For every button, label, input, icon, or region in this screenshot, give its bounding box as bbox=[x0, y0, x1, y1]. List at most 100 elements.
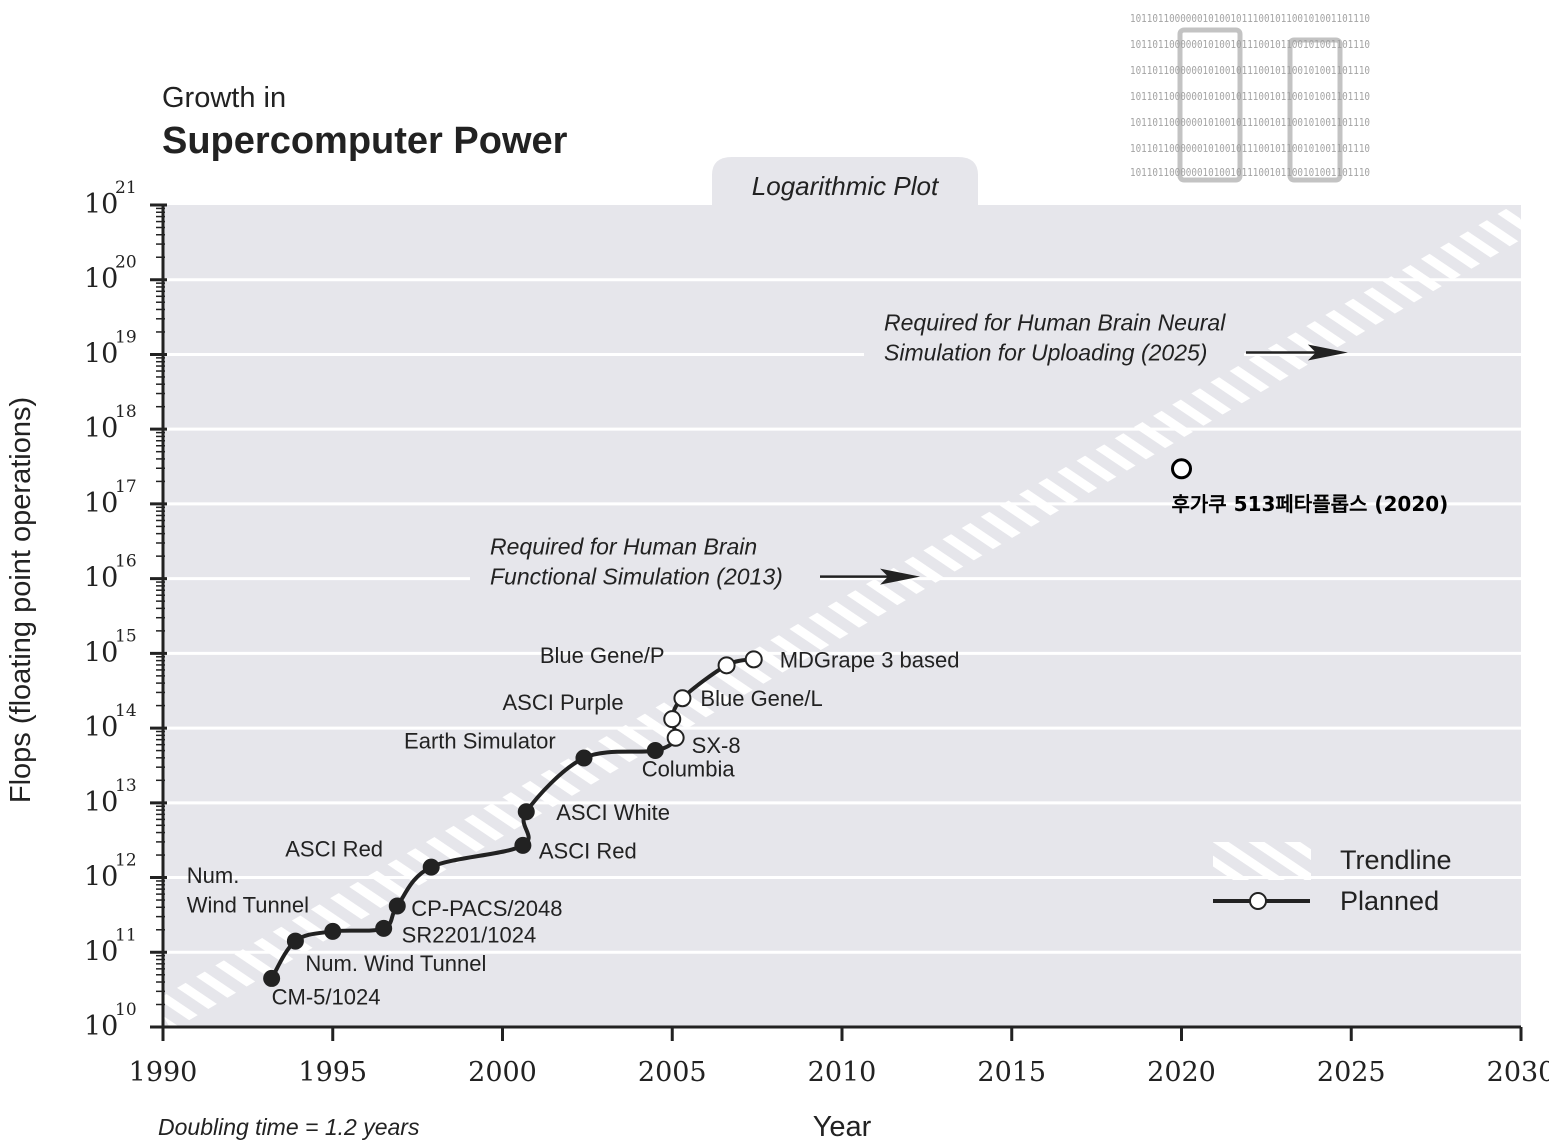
logo-text-7: 1011011000000101001011100101100101001101… bbox=[1130, 166, 1370, 179]
planned-point bbox=[717, 656, 736, 675]
plot-tab-label: Logarithmic Plot bbox=[752, 171, 940, 201]
x-axis-title: Year bbox=[813, 1111, 872, 1143]
logo-text-4: 1011011000000101001011100101100101001101… bbox=[1130, 90, 1370, 103]
annotation-mask bbox=[864, 350, 1244, 359]
annotations: Required for Human Brain Functional Simul… bbox=[470, 309, 1348, 590]
title-line-2: Supercomputer Power bbox=[162, 120, 568, 162]
point-label: Columbia bbox=[642, 757, 736, 782]
x-tick-label-2005: 2005 bbox=[638, 1057, 707, 1088]
point-label: Earth Simulator bbox=[404, 728, 556, 753]
doubling-time-note: Doubling time = 1.2 years bbox=[158, 1114, 420, 1140]
y-tick-label-exponent: 13 bbox=[115, 776, 137, 796]
y-tick-label-exponent: 18 bbox=[115, 402, 137, 422]
x-tick-label-2010: 2010 bbox=[808, 1057, 877, 1088]
x-tick-label-2020: 2020 bbox=[1147, 1057, 1216, 1088]
x-tick-label-1995: 1995 bbox=[298, 1057, 367, 1088]
data-point bbox=[375, 919, 393, 937]
annotation-mask bbox=[470, 574, 820, 583]
y-tick-label-exponent: 15 bbox=[115, 626, 137, 646]
data-points bbox=[263, 650, 763, 987]
data-labels: CM-5/1024 Num. Wind Tunnel SR2201/1024CP-P… bbox=[187, 643, 960, 1009]
point-label: Num. Wind Tunnel bbox=[305, 951, 486, 976]
point-label: CP-PACS/2048 bbox=[411, 896, 562, 921]
planned-point bbox=[673, 689, 692, 708]
data-point bbox=[422, 858, 440, 876]
annotation-line-1: Required for Human Brain bbox=[490, 534, 757, 560]
y-tick-label-exponent: 20 bbox=[115, 253, 137, 273]
x-tick-label-2025: 2025 bbox=[1317, 1057, 1386, 1088]
binary-digits-logo: 1011011000000101001011100101100101001101… bbox=[1130, 12, 1370, 183]
annotation-arrow-head bbox=[1307, 344, 1348, 361]
fugaku-marker bbox=[1171, 458, 1192, 480]
y-tick-label-base: 10 bbox=[84, 413, 118, 444]
y-tick-label-base: 10 bbox=[84, 712, 118, 743]
y-tick-label-base: 10 bbox=[84, 264, 118, 295]
data-point bbox=[388, 897, 406, 915]
fugaku-label: 후가쿠 513페타플롭스 (2020) bbox=[1172, 492, 1449, 516]
y-axis-title: Flops (floating point operations) bbox=[5, 397, 37, 803]
data-point bbox=[646, 742, 664, 760]
data-point bbox=[286, 932, 304, 950]
y-tick-label-exponent: 12 bbox=[115, 851, 137, 871]
point-label: MDGrape 3 based bbox=[780, 647, 960, 672]
annotation-line-1: Required for Human Brain Neural bbox=[884, 309, 1226, 335]
legend-trendline-label: Trendline bbox=[1340, 845, 1452, 875]
y-tick-label-base: 10 bbox=[84, 1011, 118, 1042]
legend-planned-marker bbox=[1249, 892, 1267, 910]
y-tick-label-base: 10 bbox=[84, 488, 118, 519]
y-tick-label-exponent: 21 bbox=[115, 178, 137, 198]
point-label: ASCI Red bbox=[285, 837, 383, 862]
x-tick-label-1990: 1990 bbox=[129, 1057, 198, 1088]
y-tick-label-base: 10 bbox=[84, 637, 118, 668]
point-label: ASCI Red bbox=[539, 838, 637, 863]
title-line-1: Growth in bbox=[162, 82, 286, 114]
x-tick-label-2030: 2030 bbox=[1487, 1057, 1549, 1088]
point-label: SX-8 bbox=[692, 733, 741, 758]
logo-text-3: 1011011000000101001011100101100101001101… bbox=[1130, 64, 1370, 77]
annotation-line-2: Functional Simulation (2013) bbox=[490, 564, 783, 590]
point-label: Blue Gene/L bbox=[700, 686, 822, 711]
x-tick-label-2015: 2015 bbox=[977, 1057, 1046, 1088]
legend: Trendline Planned bbox=[1213, 842, 1452, 916]
y-tick-label-base: 10 bbox=[84, 189, 118, 220]
data-point bbox=[263, 969, 281, 987]
data-point bbox=[575, 749, 593, 767]
planned-point bbox=[666, 728, 685, 747]
point-label: SR2201/1024 bbox=[402, 922, 537, 947]
point-label: Wind Tunnel bbox=[187, 893, 309, 918]
y-tick-label-exponent: 19 bbox=[115, 327, 137, 347]
y-tick-label-base: 10 bbox=[84, 936, 118, 967]
logo-text-5: 1011011000000101001011100101100101001101… bbox=[1130, 116, 1370, 129]
x-tick-label-2000: 2000 bbox=[468, 1057, 537, 1088]
y-tick-label-exponent: 11 bbox=[115, 925, 137, 945]
data-point bbox=[514, 836, 532, 854]
legend-planned-label: Planned bbox=[1340, 886, 1439, 916]
y-tick-label-exponent: 14 bbox=[115, 701, 137, 721]
planned-point bbox=[663, 710, 682, 729]
point-label: CM-5/1024 bbox=[272, 984, 381, 1009]
y-tick-label-exponent: 16 bbox=[115, 552, 137, 572]
y-tick-label-base: 10 bbox=[84, 338, 118, 369]
y-tick-label-exponent: 17 bbox=[115, 477, 137, 497]
legend-trend-swatch bbox=[1213, 842, 1311, 880]
point-label: Num. bbox=[187, 863, 240, 888]
data-point bbox=[517, 803, 535, 821]
point-label: ASCI Purple bbox=[503, 690, 624, 715]
annotation-arrow-head bbox=[880, 568, 921, 585]
y-tick-label-base: 10 bbox=[84, 787, 118, 818]
y-tick-label-exponent: 10 bbox=[115, 1000, 137, 1020]
annotation-line-2: Simulation for Uploading (2025) bbox=[884, 339, 1207, 365]
planned-point bbox=[744, 650, 763, 669]
x-axis-ticks: 1990 1995 2000 2005 2010 2015 2020 2025 2030 bbox=[129, 1027, 1549, 1088]
logo-text-1: 1011011000000101001011100101100101001101… bbox=[1130, 12, 1370, 25]
point-label: ASCI White bbox=[556, 800, 670, 825]
logo-text-2: 1011011000000101001011100101100101001101… bbox=[1130, 38, 1370, 51]
data-point bbox=[324, 922, 342, 940]
y-tick-label-base: 10 bbox=[84, 862, 118, 893]
y-axis-ticks: 1010101110121013101410151016101710181019… bbox=[84, 178, 167, 1042]
point-label: Blue Gene/P bbox=[540, 643, 665, 668]
plot-tab bbox=[712, 157, 978, 205]
logo-text-6: 1011011000000101001011100101100101001101… bbox=[1130, 142, 1370, 155]
y-tick-label-base: 10 bbox=[84, 563, 118, 594]
